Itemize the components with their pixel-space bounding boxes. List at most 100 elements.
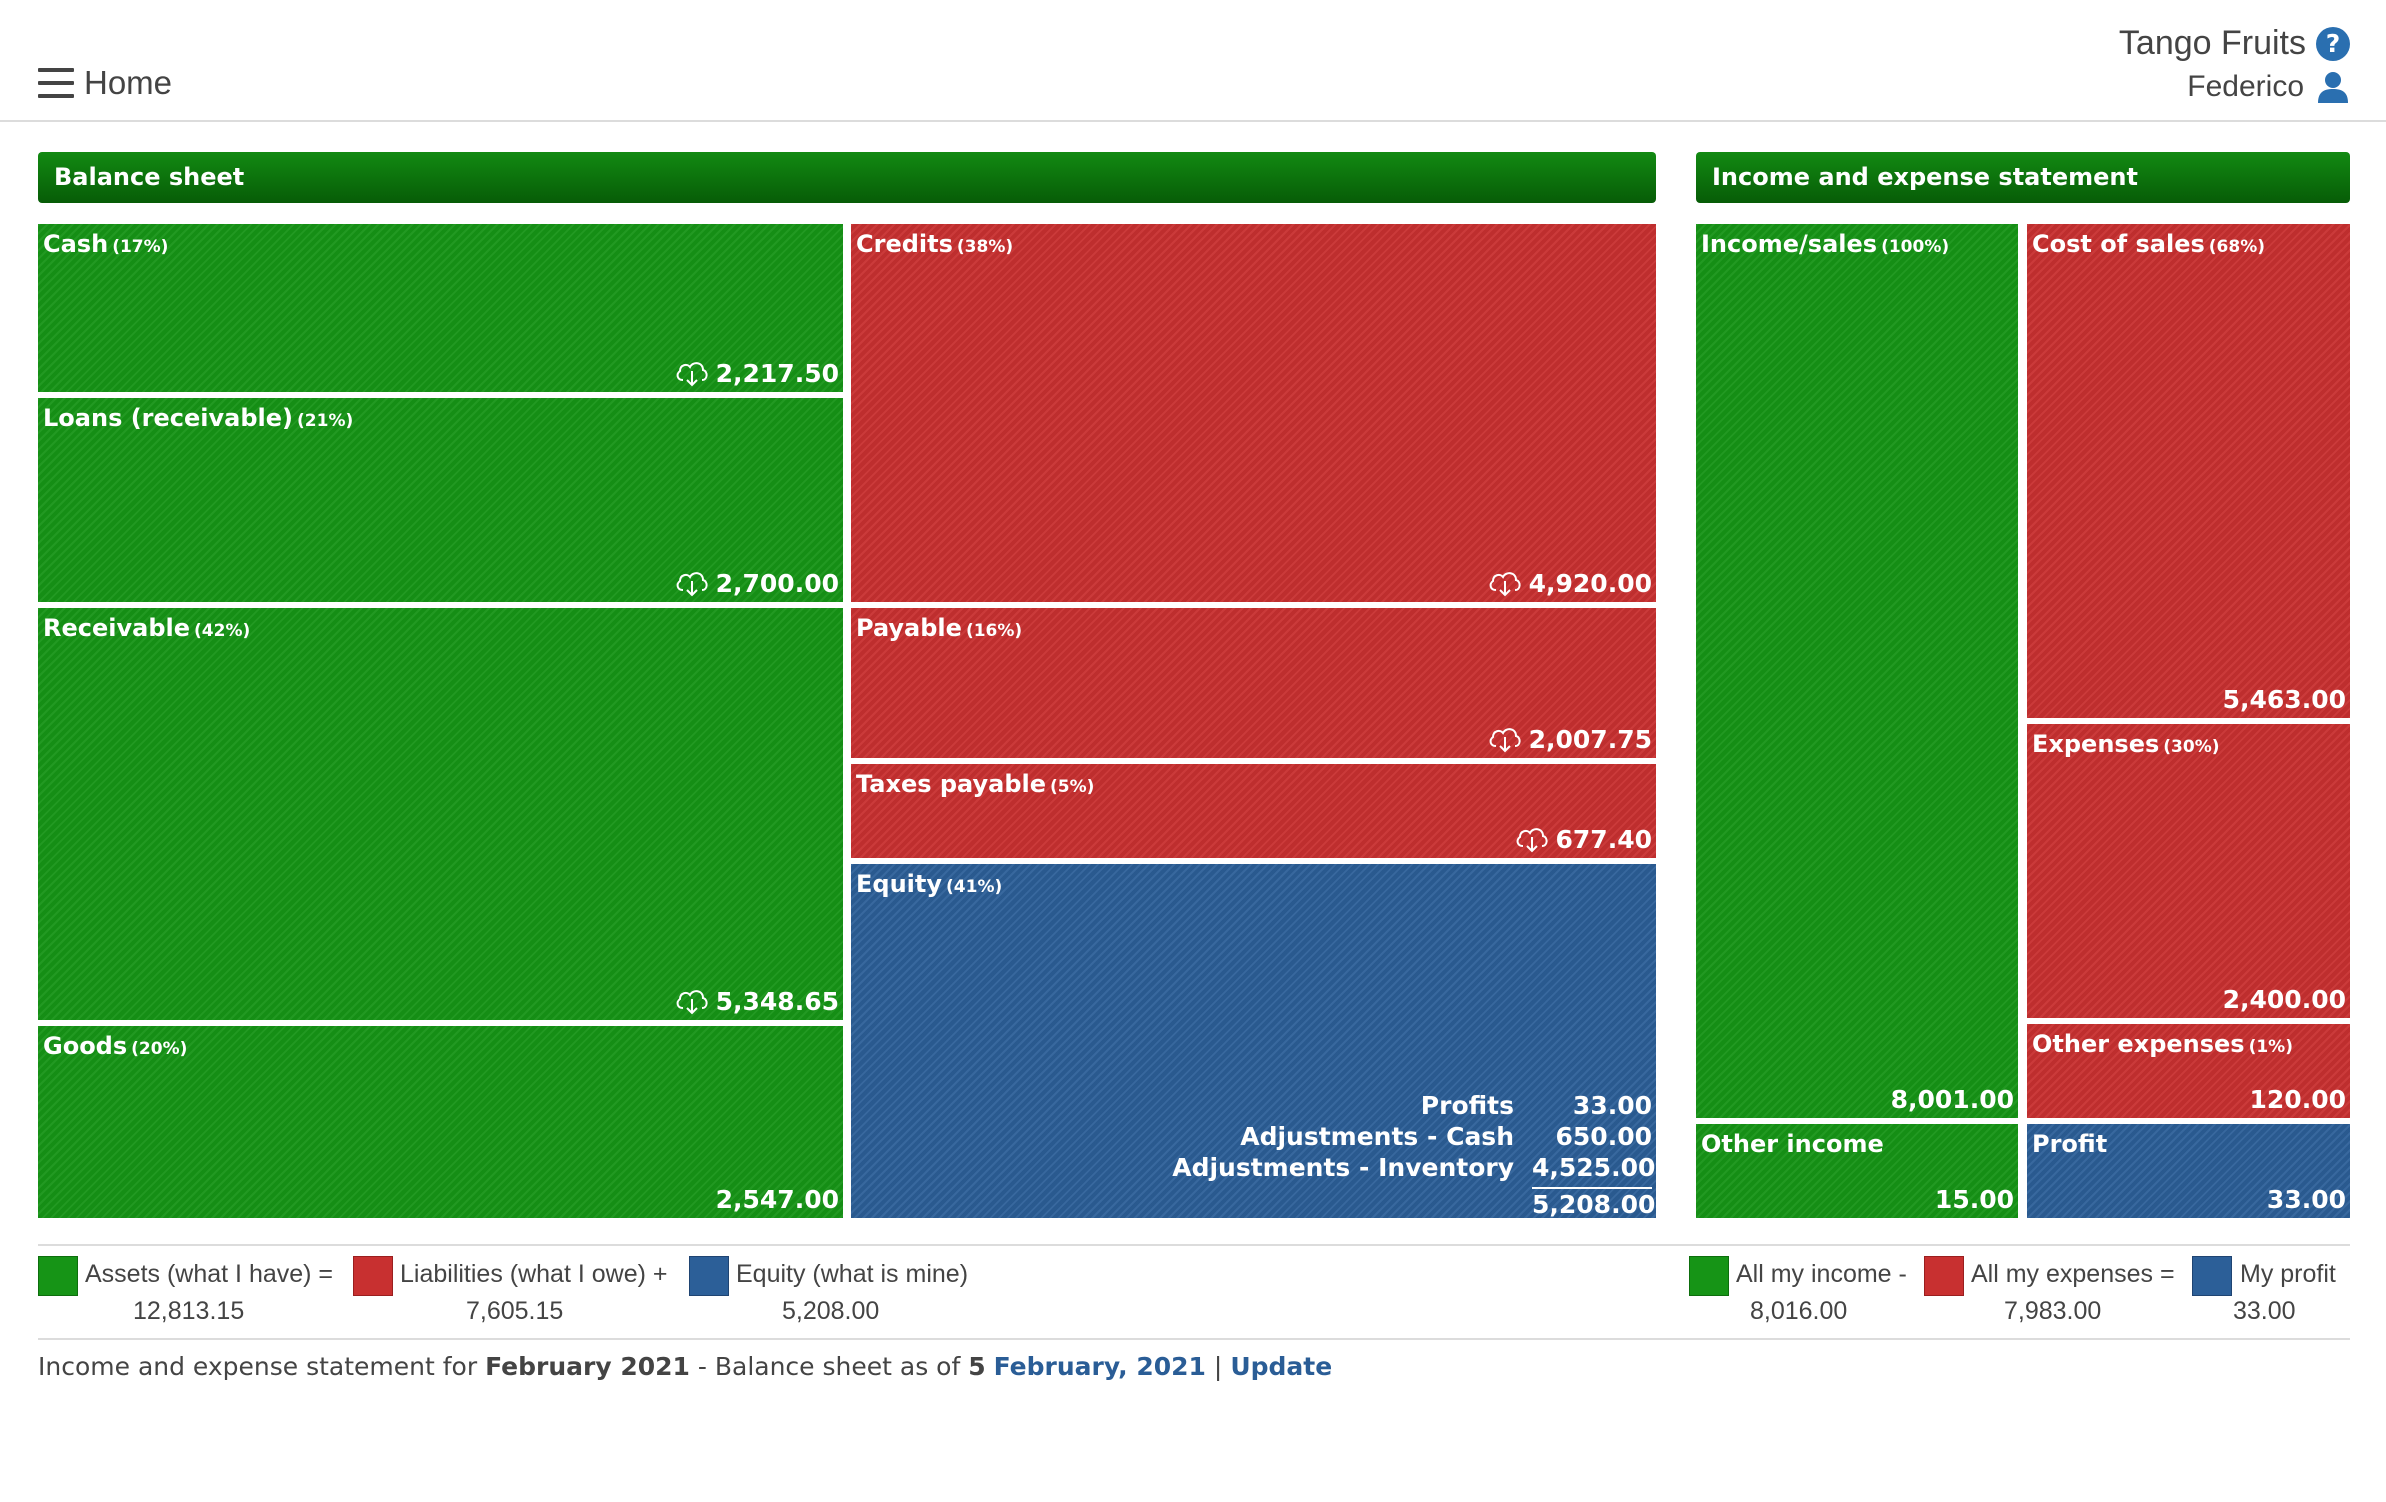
tile-expenses[interactable]: Expenses (30%) 2,400.00 — [2027, 724, 2350, 1018]
tile-other-expenses-value: 120.00 — [2249, 1085, 2346, 1114]
tile-payable-pct: (16%) — [965, 621, 1023, 641]
equity-row-label: Profits — [1420, 1091, 1514, 1120]
tile-other-income-name: Other income — [1701, 1130, 1884, 1158]
tile-other-income-value: 15.00 — [1934, 1185, 2014, 1214]
legend-liabilities-label: Liabilities (what I owe) + — [400, 1260, 668, 1288]
tile-other-expenses-pct: (1%) — [2248, 1037, 2293, 1057]
tile-income-sales-name: Income/sales — [1701, 230, 1878, 258]
legend-expenses-value: 7,983.00 — [2004, 1297, 2102, 1325]
legend-income-label: All my income - — [1736, 1260, 1907, 1288]
footer: Income and expense statement for Februar… — [38, 1352, 1332, 1381]
tile-receivable-pct: (42%) — [194, 621, 251, 641]
equity-breakdown: Profits 33.00 Adjustments - Cash 650.00 Ad… — [1172, 1090, 1656, 1218]
legend-swatch-expenses — [1924, 1256, 1964, 1296]
legend-assets-label: Assets (what I have) = — [85, 1260, 334, 1288]
tile-cost-of-sales[interactable]: Cost of sales (68%) 5,463.00 — [2027, 224, 2350, 718]
tile-cash[interactable]: Cash (17%) 2,217.50 — [38, 224, 843, 392]
equity-row-adjustments-inventory: Adjustments - Inventory 4,525.00 — [1172, 1152, 1656, 1183]
tile-credits[interactable]: Credits (38%) 4,920.00 — [851, 224, 1656, 602]
user-menu[interactable]: Federico — [2187, 70, 2350, 104]
legend-equity-value: 5,208.00 — [782, 1297, 880, 1325]
legend-swatch-assets — [38, 1256, 78, 1296]
tile-loans-name: Loans (receivable) — [43, 404, 294, 432]
tile-taxes-payable[interactable]: Taxes payable (5%) 677.40 — [851, 764, 1656, 858]
equity-row-value: 4,525.00 — [1532, 1153, 1656, 1182]
tile-other-expenses-name: Other expenses — [2032, 1030, 2245, 1058]
equity-row-total: 5,208.00 — [1172, 1183, 1655, 1218]
tile-loans-value: 2,700.00 — [715, 568, 839, 598]
tile-profit[interactable]: Profit 33.00 — [2027, 1124, 2350, 1218]
tile-taxes-name: Taxes payable — [856, 770, 1047, 798]
legend-equity-label: Equity (what is mine) — [736, 1260, 969, 1288]
tile-income-sales-pct: (100%) — [1881, 237, 1950, 257]
equity-row-value: 33.00 — [1572, 1091, 1652, 1120]
balance-sheet-header: Balance sheet — [38, 152, 1656, 203]
tile-other-expenses[interactable]: Other expenses (1%) 120.00 — [2027, 1024, 2350, 1118]
equity-row-label: Adjustments - Cash — [1240, 1122, 1514, 1151]
top-bar: Home Tango Fruits ? Federico — [0, 0, 2386, 122]
home-link[interactable]: Home — [84, 64, 173, 101]
tile-goods[interactable]: Goods (20%) 2,547.00 — [38, 1026, 843, 1218]
legend-liabilities-value: 7,605.15 — [466, 1297, 564, 1325]
cloud-download-icon[interactable] — [674, 358, 710, 388]
tile-profit-value: 33.00 — [2266, 1185, 2346, 1214]
user-icon — [2318, 72, 2348, 103]
legend-expenses-label: All my expenses = — [1971, 1260, 2175, 1288]
tile-equity-name: Equity — [856, 870, 943, 898]
cloud-download-icon[interactable] — [1487, 568, 1523, 598]
divider — [38, 1338, 2350, 1340]
footer-middle: - Balance sheet as of — [697, 1352, 961, 1381]
legend-assets-value: 12,813.15 — [133, 1297, 245, 1325]
tile-receivable-name: Receivable — [43, 614, 191, 642]
tile-expenses-name: Expenses — [2032, 730, 2160, 758]
footer-period: February 2021 — [485, 1352, 690, 1381]
tile-payable-name: Payable — [856, 614, 962, 642]
legend-income-value: 8,016.00 — [1750, 1297, 1848, 1325]
hamburger-menu-icon[interactable] — [38, 68, 74, 98]
tile-goods-pct: (20%) — [131, 1039, 188, 1059]
tile-equity[interactable]: Equity (41%) Profits 33.00 Adjustments - C… — [851, 864, 1656, 1218]
footer-date-link[interactable]: February, 2021 — [993, 1352, 1206, 1381]
tile-cash-name: Cash — [43, 230, 109, 258]
user-name: Federico — [2187, 70, 2304, 103]
tile-credits-pct: (38%) — [956, 237, 1014, 257]
tile-receivable[interactable]: Receivable (42%) 5,348.65 — [38, 608, 843, 1020]
tile-equity-pct: (41%) — [946, 877, 1003, 897]
tile-cost-of-sales-value: 5,463.00 — [2222, 685, 2346, 714]
tile-goods-value: 2,547.00 — [715, 1185, 839, 1214]
cloud-download-icon[interactable] — [674, 568, 710, 598]
tile-loans-receivable[interactable]: Loans (receivable) (21%) 2,700.00 — [38, 398, 843, 602]
equity-row-adjustments-cash: Adjustments - Cash 650.00 — [1172, 1121, 1652, 1152]
income-statement-header: Income and expense statement — [1696, 152, 2350, 203]
tile-loans-pct: (21%) — [297, 411, 354, 431]
tile-payable-value: 2,007.75 — [1528, 724, 1652, 754]
footer-prefix: Income and expense statement for — [38, 1352, 478, 1381]
cloud-download-icon[interactable] — [1487, 724, 1523, 754]
tile-cash-value: 2,217.50 — [715, 358, 839, 388]
footer-separator: | — [1213, 1352, 1223, 1381]
tile-taxes-value: 677.40 — [1555, 824, 1652, 854]
equity-total-value: 5,208.00 — [1532, 1187, 1655, 1218]
equity-row-label: Adjustments - Inventory — [1172, 1153, 1514, 1182]
tile-income-sales[interactable]: Income/sales (100%) 8,001.00 — [1696, 224, 2018, 1118]
tile-cost-of-sales-name: Cost of sales — [2032, 230, 2205, 258]
legend-swatch-profit — [2192, 1256, 2232, 1296]
legend-swatch-equity — [689, 1256, 729, 1296]
tile-payable[interactable]: Payable (16%) 2,007.75 — [851, 608, 1656, 758]
help-icon[interactable]: ? — [2316, 26, 2350, 61]
tile-other-income[interactable]: Other income 15.00 — [1696, 1124, 2018, 1218]
tile-receivable-value: 5,348.65 — [715, 986, 839, 1016]
company-name[interactable]: Tango Fruits ? — [2119, 24, 2350, 63]
tile-expenses-pct: (30%) — [2163, 737, 2220, 757]
legend-swatch-income — [1689, 1256, 1729, 1296]
tile-credits-value: 4,920.00 — [1528, 568, 1652, 598]
legend-swatch-liabilities — [353, 1256, 393, 1296]
tile-cost-of-sales-pct: (68%) — [2208, 237, 2266, 257]
legend-profit-label: My profit — [2240, 1260, 2336, 1288]
update-link[interactable]: Update — [1230, 1352, 1333, 1381]
legend-profit-value: 33.00 — [2233, 1297, 2296, 1325]
cloud-download-icon[interactable] — [1514, 824, 1550, 854]
footer-day: 5 — [968, 1352, 986, 1381]
cloud-download-icon[interactable] — [674, 986, 710, 1016]
tile-cash-pct: (17%) — [112, 237, 169, 257]
